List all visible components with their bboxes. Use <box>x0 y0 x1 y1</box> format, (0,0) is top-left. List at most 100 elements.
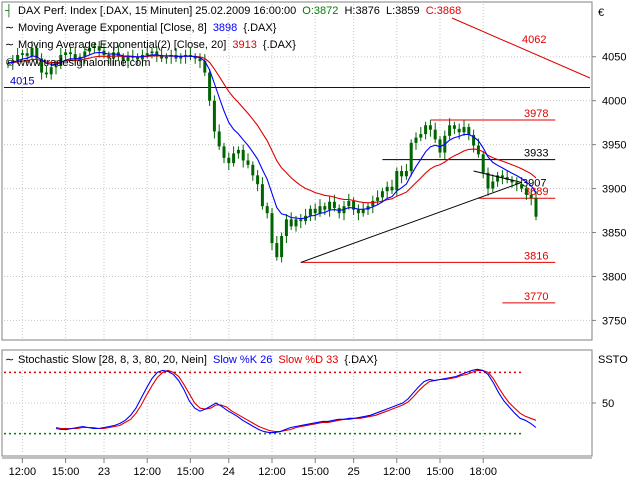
stochastic-y-axis: 50 <box>592 398 614 410</box>
price-legend-name: DAX Perf. Index [.DAX, 15 Minuten] 25.02… <box>18 5 296 17</box>
price-legend-high: H:3876 <box>344 5 379 17</box>
price-y-tick-label: 3800 <box>602 271 626 283</box>
moving-averages <box>7 51 537 220</box>
ema20-legend-tail: {.DAX} <box>263 39 296 51</box>
candle-body <box>376 197 380 201</box>
candle-body <box>308 208 312 216</box>
price-panel-frame <box>1 1 593 341</box>
stochastic-legend-d: Slow %D 33 <box>278 354 338 366</box>
candle-body <box>404 171 408 177</box>
x-tick-label: 15:00 <box>177 466 205 478</box>
x-tick-label: 24 <box>223 466 235 478</box>
candle-body <box>59 54 63 66</box>
candle-body <box>198 58 202 62</box>
candle-body <box>505 177 509 180</box>
candle-body <box>16 54 20 61</box>
candle-body <box>496 175 500 182</box>
candle-body <box>356 209 360 214</box>
candle-body <box>452 125 456 129</box>
candle-body <box>212 100 216 132</box>
x-tick-label: 18:00 <box>469 466 497 478</box>
candle-body <box>289 219 293 227</box>
price-legend-low: L:3859 <box>386 5 420 17</box>
candle-body <box>438 139 442 153</box>
candle-body <box>203 61 207 73</box>
price-y-tick-label: 3900 <box>602 184 626 196</box>
candle-body <box>131 56 135 58</box>
candle-body <box>54 65 58 68</box>
x-tick-label: 12:00 <box>133 466 161 478</box>
price-legend-open: O:3872 <box>302 5 338 17</box>
candle-body <box>236 149 240 154</box>
level-label-3816: 3816 <box>524 250 548 262</box>
candle-body <box>88 47 92 52</box>
candle-body <box>265 206 269 214</box>
x-tick-label: 12:00 <box>258 466 286 478</box>
candle-body <box>520 184 524 189</box>
candle-body <box>424 125 428 135</box>
stochastic-legend-tail: {.DAX} <box>344 354 377 366</box>
candle-body <box>35 47 39 59</box>
x-tick-label: 12:00 <box>383 466 411 478</box>
candle-body <box>73 54 77 60</box>
candle-body <box>155 51 159 55</box>
candle-body <box>64 52 68 55</box>
price-legend-close: C:3868 <box>426 5 461 17</box>
candle-body <box>433 129 437 140</box>
price-legend: ┤ DAX Perf. Index [.DAX, 15 Minuten] 25.… <box>4 3 461 69</box>
x-tick-label: 15:00 <box>52 466 80 478</box>
candle-body <box>332 201 336 208</box>
ema8-line <box>7 51 537 220</box>
currency-symbol: € <box>598 7 604 19</box>
resistance-trend-line <box>473 170 522 183</box>
level-label-3933: 3933 <box>524 148 548 160</box>
candle-body <box>6 62 10 64</box>
candle-body <box>385 186 389 192</box>
candle-body <box>193 56 197 59</box>
candle-body <box>529 194 533 199</box>
candle-body <box>294 219 298 227</box>
watermark: © www.tradesignalonline.com <box>6 57 150 69</box>
candle-body <box>280 236 284 258</box>
candle-body <box>419 134 423 138</box>
candle-body <box>486 172 490 189</box>
price-legend-icon: ┤ <box>4 3 13 18</box>
x-tick-label: 15:00 <box>426 466 454 478</box>
candle-body <box>270 213 274 244</box>
candle-body <box>371 200 375 207</box>
candle-body <box>515 182 519 185</box>
candle-body <box>347 200 351 207</box>
candle-body <box>256 175 260 185</box>
candle-body <box>179 56 183 59</box>
candle-body <box>260 184 264 207</box>
candle-body <box>390 186 394 191</box>
candle-body <box>20 53 24 55</box>
ema8-legend-icon: ∼ <box>5 22 14 34</box>
candle-body <box>251 164 255 176</box>
candle-body <box>467 127 471 135</box>
ema8-legend-value: 3898 <box>213 22 237 34</box>
candle-body <box>472 134 476 146</box>
level-label-4015: 4015 <box>10 76 34 88</box>
candle-body <box>11 60 15 63</box>
level-label-3978: 3978 <box>524 108 548 120</box>
candle-body <box>92 46 96 48</box>
candle-body <box>414 137 418 143</box>
svg-text:DAX Perf. Index [.DAX, 15 Minu: DAX Perf. Index [.DAX, 15 Minuten] 25.02… <box>18 5 461 17</box>
candle-body <box>227 157 231 164</box>
candle-body <box>136 56 140 60</box>
ema20-line <box>7 55 537 204</box>
candle-body <box>25 53 29 56</box>
candle-body <box>68 52 72 55</box>
stochastic-k-line <box>55 368 537 434</box>
candle-body <box>112 52 116 59</box>
candle-body <box>457 128 461 133</box>
candle-body <box>318 206 322 214</box>
candle-body <box>40 58 44 73</box>
candle-body <box>275 243 279 258</box>
stochastic-legend: ∼ Stochastic Slow [28, 8, 3, 80, 20, Nei… <box>5 354 628 366</box>
stochastic-axis-label: SSTO <box>598 354 628 366</box>
